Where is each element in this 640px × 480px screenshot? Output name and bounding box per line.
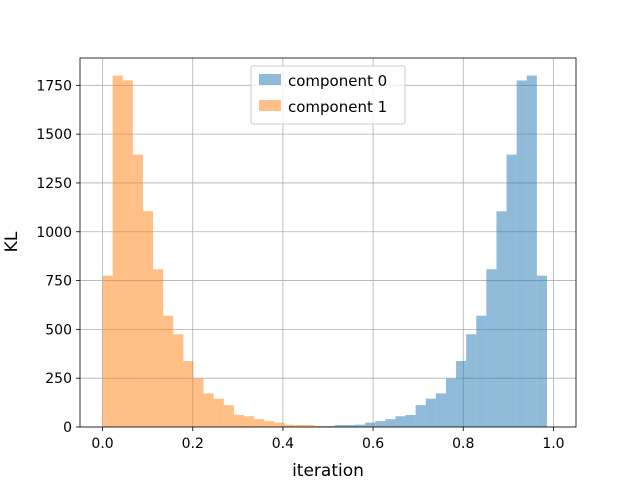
bar-component-1 [142,211,154,427]
bar-component-0 [415,405,426,427]
bar-component-0 [425,398,436,427]
y-tick-label: 1000 [36,225,72,241]
bar-component-0 [334,425,345,427]
x-tick-label: 0.0 [91,436,113,452]
x-tick-label: 0.8 [452,436,474,452]
y-tick-label: 0 [63,420,72,436]
bar-component-1 [102,275,113,427]
y-tick-label: 1250 [36,176,72,192]
bar-component-1 [173,334,184,427]
bar-component-0 [516,80,527,427]
legend-swatch-component-1 [259,100,281,111]
y-tick-label: 1750 [36,78,72,94]
y-axis: 0 250 500 750 1000 1250 1500 1750 [36,78,80,436]
bar-component-0 [385,419,396,427]
bar-component-1 [294,425,305,427]
x-axis: 0.0 0.2 0.4 0.6 0.8 1.0 [91,427,565,452]
x-axis-label: iteration [292,461,364,480]
y-tick-label: 500 [45,322,72,338]
x-tick-label: 0.2 [182,436,204,452]
bar-component-1 [254,419,265,427]
bar-component-1 [233,414,244,427]
bar-component-1 [264,421,275,427]
y-tick-label: 750 [45,274,72,290]
bar-component-0 [365,422,376,427]
legend-label-component-1: component 1 [288,98,387,116]
bar-component-0 [435,393,446,427]
y-axis-label: KL [2,231,22,252]
x-tick-label: 1.0 [542,436,564,452]
bar-component-0 [445,378,457,427]
legend-swatch-component-0 [259,74,281,85]
plot-frame [79,57,577,428]
bar-component-0 [506,154,517,427]
bar-component-1 [122,80,133,427]
x-tick-label: 0.4 [272,436,294,452]
bar-component-1 [284,424,295,427]
bar-component-0 [466,334,477,427]
y-tick-label: 250 [45,371,72,387]
bar-component-1 [314,426,325,427]
bar-component-0 [375,421,386,427]
bar-component-0 [496,211,507,427]
bar-component-1 [193,378,204,427]
bar-component-0 [476,315,487,427]
bars [102,75,547,428]
legend: component 0 component 1 [250,65,406,125]
bar-component-0 [486,269,497,427]
bar-component-0 [405,414,416,427]
bar-component-1 [132,154,143,427]
bar-component-0 [355,424,366,427]
legend-box [250,65,406,125]
x-tick-label: 0.6 [362,436,384,452]
bar-component-0 [526,75,537,428]
bar-component-1 [223,405,234,427]
bar-component-1 [213,398,224,427]
bar-component-0 [395,416,406,427]
bar-component-1 [243,416,255,427]
bar-component-1 [183,361,194,427]
bar-component-1 [153,269,164,427]
bar-component-1 [112,75,123,428]
bar-component-1 [274,422,285,427]
y-tick-label: 1500 [36,127,72,143]
bar-component-1 [163,315,174,427]
bar-component-1 [304,425,315,427]
bar-component-1 [203,393,214,427]
bar-component-0 [536,275,547,427]
bar-component-0 [344,425,356,427]
legend-label-component-0: component 0 [288,72,387,90]
bar-component-0 [456,361,467,427]
